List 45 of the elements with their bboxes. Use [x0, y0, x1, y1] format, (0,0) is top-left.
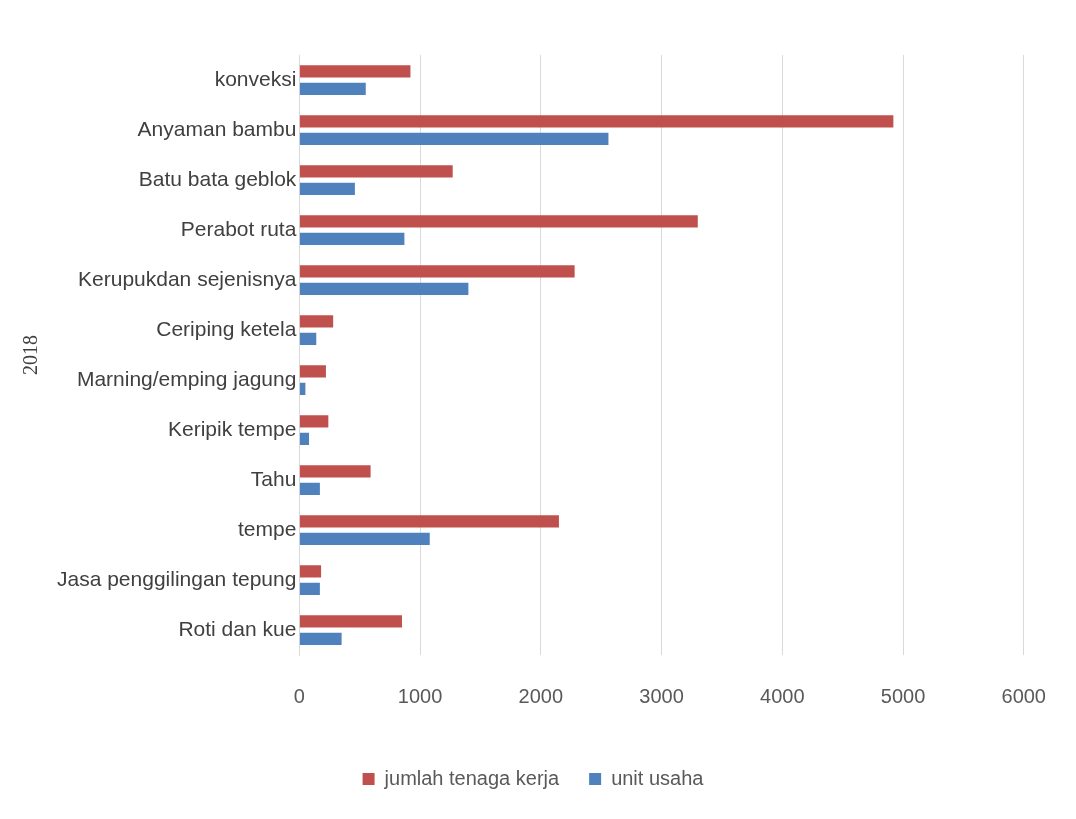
y-tick-label: Anyaman bambu: [137, 116, 297, 140]
legend-label: unit usaha: [611, 766, 705, 789]
y-tick-label: konveksi: [214, 66, 297, 90]
bar: [299, 432, 310, 445]
bar: [299, 115, 894, 128]
x-tick-label: 2000: [518, 684, 564, 707]
y-tick-label: Keripik tempe: [167, 416, 297, 440]
bar: [299, 482, 320, 495]
bar: [299, 315, 334, 328]
y-tick-label: Perabot ruta: [180, 216, 297, 240]
y-tick-label: tempe: [237, 516, 297, 540]
bar: [299, 565, 322, 578]
y-tick-label: Jasa penggilingan tepung: [56, 566, 297, 590]
bar: [299, 332, 317, 345]
y-tick-label: Tahu: [250, 466, 297, 490]
y-axis-title: 2018: [19, 335, 42, 375]
bar: [299, 365, 326, 378]
bar: [299, 65, 411, 78]
bar: [299, 532, 430, 545]
x-tick-label: 4000: [760, 684, 805, 707]
bar: [299, 415, 329, 428]
bar: [299, 132, 609, 145]
y-tick-label: Ceriping ketela: [156, 316, 297, 340]
y-tick-label: Roti dan kue: [178, 616, 297, 640]
x-tick-label: 5000: [880, 684, 926, 707]
y-tick-label: Marning/emping jagung: [76, 366, 297, 390]
bar: [299, 265, 575, 278]
x-tick-label: 3000: [639, 684, 684, 707]
bar: [299, 465, 371, 478]
bar: [299, 165, 453, 178]
bar: [299, 232, 405, 245]
x-tick-label: 1000: [397, 684, 443, 707]
bar: [299, 515, 559, 528]
x-tick-label: 6000: [1001, 684, 1046, 707]
bar: [299, 632, 342, 645]
legend-label: jumlah tenaga kerja: [383, 766, 560, 789]
bar: [299, 82, 366, 95]
bar: [299, 615, 402, 628]
y-tick-label: Batu bata geblok: [138, 166, 297, 190]
bar: [299, 215, 698, 228]
y-tick-label: Kerupukdan sejenisnya: [78, 266, 297, 290]
x-tick-label: 0: [293, 684, 305, 707]
bar: [299, 582, 320, 595]
bar: [299, 282, 469, 295]
bar: [299, 182, 355, 195]
